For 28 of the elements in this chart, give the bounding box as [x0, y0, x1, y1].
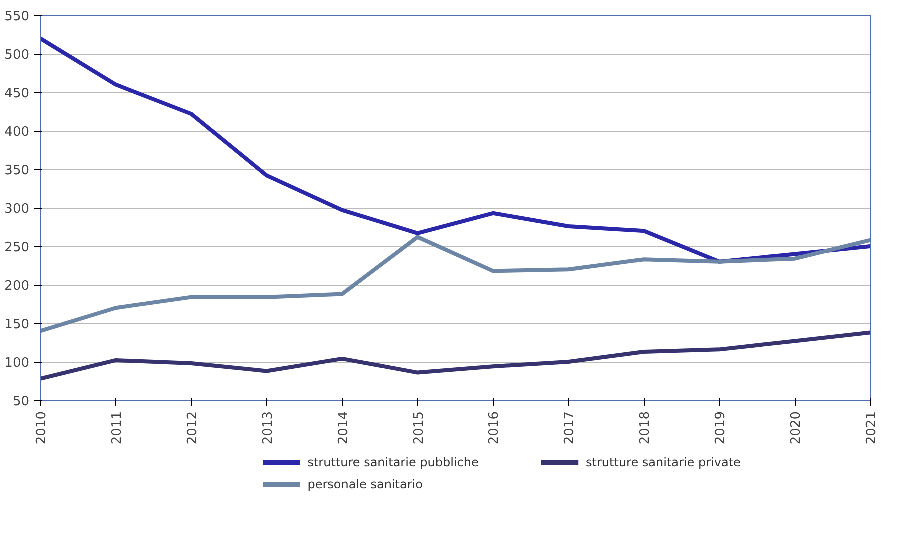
y-tick-label: 300 — [4, 202, 30, 217]
x-tick-label: 2020 — [789, 411, 804, 445]
x-tick-label: 2015 — [412, 411, 427, 445]
y-tick-label: 400 — [4, 125, 30, 140]
legend-label: personale sanitario — [308, 478, 423, 492]
x-tick-label: 2016 — [487, 411, 502, 445]
x-tick-label: 2010 — [34, 411, 50, 445]
x-tick-label: 2011 — [110, 411, 125, 445]
y-tick-label: 100 — [4, 356, 30, 371]
legend-label: strutture sanitarie private — [586, 456, 741, 470]
y-tick-label: 450 — [4, 86, 30, 102]
legend-label: strutture sanitarie pubbliche — [308, 456, 479, 470]
x-tick-label: 2021 — [864, 411, 880, 445]
y-tick-label: 200 — [4, 279, 30, 294]
y-tick-label: 150 — [4, 318, 30, 332]
line-series — [40, 330, 870, 381]
x-tick-label: 2013 — [260, 411, 276, 445]
x-tick-label: 2017 — [562, 411, 578, 445]
x-tick-label: 2018 — [638, 411, 654, 445]
x-tick-label: 2014 — [336, 411, 352, 445]
y-tick-label: 500 — [4, 48, 30, 63]
y-tick-label: 550 — [4, 10, 30, 24]
x-tick-label: 2012 — [185, 411, 200, 445]
x-tick-label: 2019 — [714, 411, 729, 445]
y-tick-label: 250 — [4, 240, 30, 256]
y-tick-label: 350 — [4, 164, 30, 178]
line-series — [40, 235, 870, 334]
y-tick-label: 50 — [12, 394, 30, 410]
